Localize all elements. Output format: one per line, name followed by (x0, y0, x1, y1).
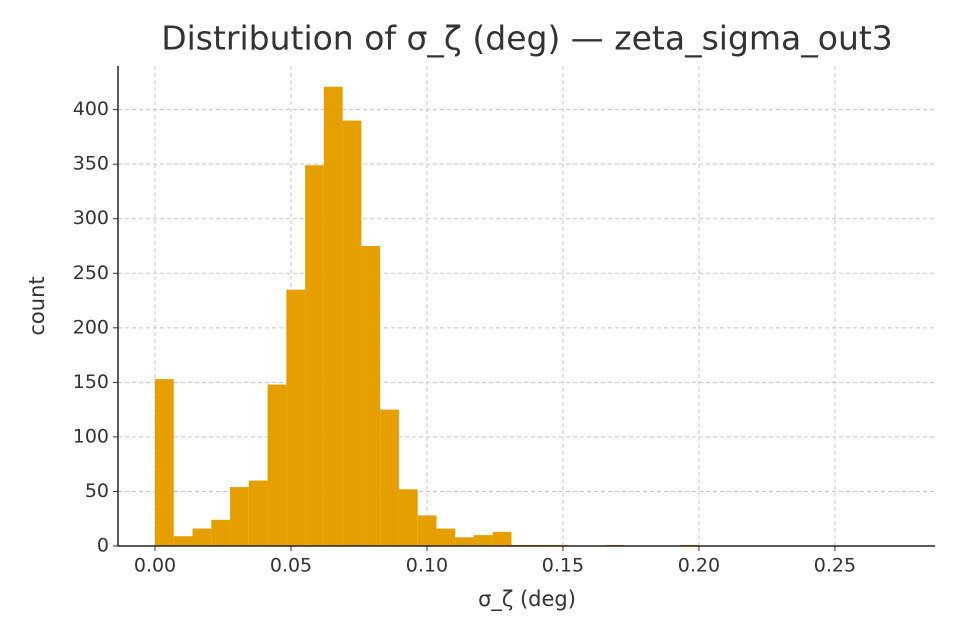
bar (248, 480, 268, 546)
y-tick-label: 350 (73, 153, 109, 175)
y-axis-label: count (25, 276, 49, 335)
y-tick-label: 50 (85, 480, 109, 502)
y-tick-label: 100 (73, 425, 109, 447)
bar (192, 528, 212, 546)
bar (323, 86, 343, 547)
x-tick-label: 0.25 (814, 555, 856, 577)
x-tick-label: 0.05 (270, 555, 312, 577)
y-tick-label: 300 (73, 207, 109, 229)
bar (154, 379, 174, 546)
bar (492, 531, 512, 546)
bar (267, 384, 287, 546)
x-tick-label: 0.20 (678, 555, 720, 577)
x-tick-label: 0.00 (134, 555, 176, 577)
bar (455, 537, 475, 546)
bar (474, 535, 493, 546)
x-axis-label: σ_ζ (deg) (478, 587, 576, 612)
bar (211, 519, 231, 546)
y-tick-label: 400 (73, 98, 109, 120)
bar (342, 120, 362, 546)
bar (380, 409, 399, 546)
bar (436, 528, 456, 546)
y-tick-label: 0 (97, 535, 109, 557)
bar (398, 489, 418, 546)
x-tick-label: 0.10 (406, 555, 448, 577)
bar (173, 536, 193, 546)
y-tick-label: 200 (73, 316, 109, 338)
y-tick-label: 250 (73, 262, 109, 284)
bar (286, 289, 306, 546)
x-tick-label: 0.15 (542, 555, 584, 577)
bar (417, 515, 437, 546)
bar (305, 165, 324, 547)
bar (361, 246, 381, 546)
y-tick-label: 150 (73, 371, 109, 393)
chart-title: Distribution of σ_ζ (deg) — zeta_sigma_o… (161, 19, 893, 58)
bar (230, 487, 249, 546)
